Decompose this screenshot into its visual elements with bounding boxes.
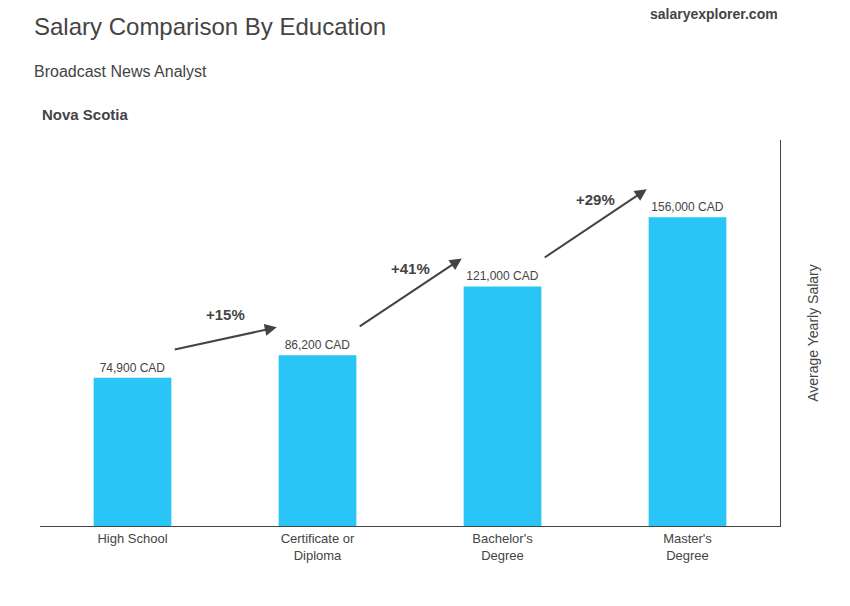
svg-text:Bachelor'sDegree: Bachelor'sDegree	[472, 531, 533, 563]
svg-text:+29%: +29%	[576, 191, 615, 208]
svg-text:High School: High School	[97, 531, 167, 546]
svg-text:74,900 CAD: 74,900 CAD	[100, 361, 166, 375]
svg-text:Nova Scotia: Nova Scotia	[42, 106, 129, 123]
svg-text:Broadcast News Analyst: Broadcast News Analyst	[34, 63, 207, 80]
svg-text:Certificate orDiploma: Certificate orDiploma	[281, 531, 355, 563]
svg-text:121,000 CAD: 121,000 CAD	[466, 269, 538, 283]
svg-text:Average Yearly Salary: Average Yearly Salary	[805, 264, 821, 402]
svg-text:156,000 CAD: 156,000 CAD	[651, 200, 723, 214]
svg-text:Master'sDegree: Master'sDegree	[663, 531, 712, 563]
svg-text:salaryexplorer.com: salaryexplorer.com	[650, 6, 778, 22]
svg-text:Salary Comparison By Education: Salary Comparison By Education	[34, 13, 386, 40]
svg-text:+15%: +15%	[206, 306, 245, 323]
svg-text:+41%: +41%	[391, 260, 430, 277]
svg-text:86,200 CAD: 86,200 CAD	[285, 338, 351, 352]
